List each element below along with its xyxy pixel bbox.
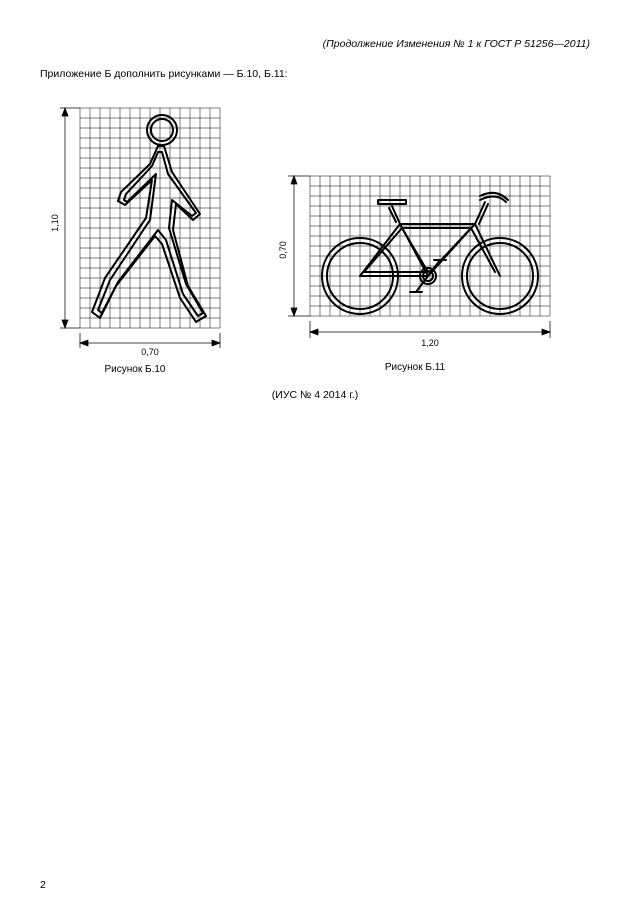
fig-b11-height-label: 0,70 bbox=[278, 241, 288, 259]
fig-b10-width-label: 0,70 bbox=[141, 347, 159, 357]
figure-b10-svg: 1,10 0,70 bbox=[40, 98, 230, 358]
page: (Продолжение Изменения № 1 к ГОСТ Р 5125… bbox=[0, 0, 630, 913]
figure-b10: 1,10 0,70 Рисунок Б.10 bbox=[40, 98, 230, 375]
figures-row: 1,10 0,70 Рисунок Б.10 bbox=[40, 98, 590, 375]
figure-b11: 0,70 1,20 Рисунок Б.11 bbox=[270, 156, 560, 373]
figure-b11-caption: Рисунок Б.11 bbox=[270, 362, 560, 373]
figure-b10-caption: Рисунок Б.10 bbox=[40, 364, 230, 375]
fig-b10-height-label: 1,10 bbox=[50, 214, 60, 232]
intro-line: Приложение Б дополнить рисунками — Б.10,… bbox=[40, 68, 590, 80]
figure-b11-svg: 0,70 1,20 bbox=[270, 156, 560, 356]
ius-line: (ИУС № 4 2014 г.) bbox=[40, 389, 590, 401]
page-number: 2 bbox=[40, 879, 46, 891]
fig-b11-width-label: 1,20 bbox=[421, 338, 439, 348]
header-continuation: (Продолжение Изменения № 1 к ГОСТ Р 5125… bbox=[40, 38, 590, 50]
